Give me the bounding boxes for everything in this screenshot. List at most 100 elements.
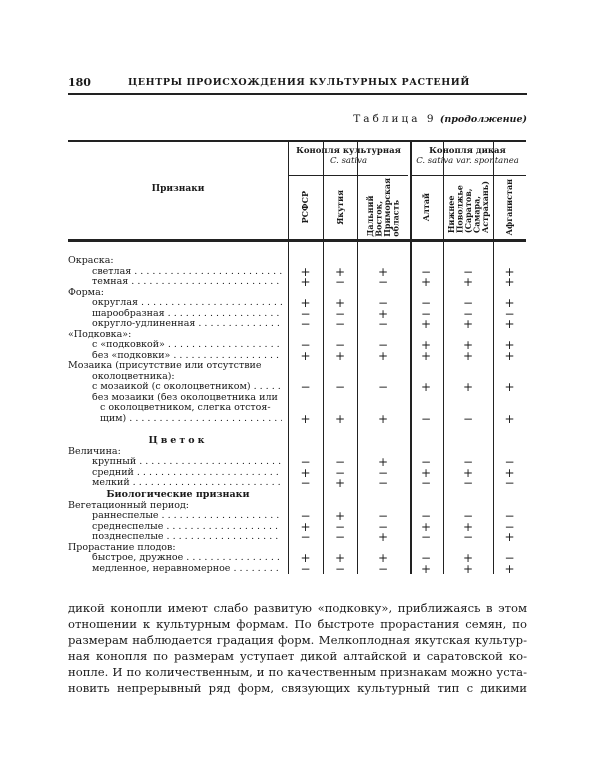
section-heading: Цветок: [148, 434, 208, 446]
table-cell: −: [334, 561, 346, 576]
column-divider: [288, 140, 289, 574]
table-cell: −: [300, 338, 311, 352]
table-cell: +: [420, 465, 432, 480]
table-row: темная + − − + + +: [68, 275, 526, 289]
row-label: с мозаикой (с околоцветником): [68, 382, 282, 393]
column-header: Афганистан: [493, 177, 526, 237]
table-cell: +: [504, 380, 515, 394]
table-title: Таблица 9: [353, 113, 437, 125]
section-heading: Биологические признаки: [106, 488, 250, 500]
column-header: РСФСР: [288, 177, 323, 237]
table-cell: +: [504, 264, 515, 279]
table-cell: +: [334, 264, 346, 279]
table-cell: −: [462, 530, 474, 544]
table-cell: +: [300, 296, 311, 310]
table-row: округлая + + − − − +: [68, 296, 526, 310]
table-cell: −: [377, 317, 389, 331]
table-cell: +: [462, 275, 474, 289]
group-rule: [288, 175, 408, 176]
table-cell: +: [420, 317, 432, 331]
table-row: шарообразная − − + − − −: [68, 306, 526, 321]
row-label: раннеспелые: [68, 511, 282, 522]
row-label: без «подковки»: [68, 351, 282, 362]
table-cell: −: [377, 465, 389, 480]
table-cell: −: [420, 455, 432, 469]
table-cell: +: [420, 348, 432, 363]
paragraph-line: нопле. И по количественным, и по качеств…: [68, 665, 527, 679]
table-cell: −: [462, 455, 474, 469]
table-cell: +: [300, 411, 311, 426]
row-label: с «подковкой»: [68, 340, 282, 351]
table-row: без мозаики (без околоцветника или: [68, 393, 526, 404]
table-cell: −: [377, 338, 389, 352]
group-rule: [411, 175, 526, 176]
table-cell: −: [420, 476, 432, 490]
column-header: Алтай: [409, 177, 443, 237]
table-cell: −: [420, 509, 432, 523]
table-cell: +: [300, 465, 311, 480]
table-cell: −: [462, 306, 474, 321]
table-body: Окраска:светлая+++−−+темная+−−+++Форма:о…: [68, 256, 526, 574]
column-header-label: Нижнее Поволжье (Саратов, Самара, Астрах…: [445, 180, 490, 234]
table-cell: −: [462, 296, 474, 310]
table-cell: +: [334, 551, 346, 565]
table-row: раннеспелые − + − − − −: [68, 509, 526, 523]
column-divider: [443, 140, 444, 574]
row-label: крупный: [68, 457, 282, 468]
paragraph-line: отношении к культурным формам. По быстро…: [68, 617, 527, 631]
table-cell: −: [377, 519, 389, 534]
table-row: крупный − − + − − −: [68, 455, 526, 469]
table-cell: −: [377, 296, 389, 310]
column-divider: [410, 140, 412, 574]
table-cell: −: [300, 561, 311, 576]
row-label: быстрое, дружное: [68, 553, 282, 564]
table-caption: Таблица 9 (продолжение): [353, 113, 527, 125]
table-row: с «подковкой» − − − + + +: [68, 338, 526, 352]
table-row: быстрое, дружное + + + − + −: [68, 551, 526, 565]
paragraph-line: дикой конопли имеют слабо развитую «подк…: [68, 601, 527, 615]
table-cell: +: [504, 465, 515, 480]
table-row: с околоцветником, слегка отстоя-: [68, 403, 526, 414]
table-cell: −: [300, 509, 311, 523]
table-cell: +: [377, 348, 389, 363]
table-cell: −: [462, 411, 474, 426]
table-cell: +: [420, 519, 432, 534]
row-label: округлая: [68, 298, 282, 309]
table-cell: +: [504, 317, 515, 331]
table-row: медленное, неравномерное − − − + + +: [68, 561, 526, 576]
table-cell: +: [334, 476, 346, 490]
table-cell: −: [334, 306, 346, 321]
page-number: 180: [68, 76, 91, 89]
column-header: Якутия: [323, 177, 357, 237]
table-cell: −: [462, 476, 474, 490]
row-label: темная: [68, 277, 282, 288]
table-cell: −: [377, 380, 389, 394]
body-paragraph: дикой конопли имеют слабо развитую «подк…: [68, 600, 527, 696]
row-label: околоцветника):: [92, 371, 175, 382]
table-cell: +: [334, 296, 346, 310]
table-cell: −: [300, 476, 311, 490]
row-label: Величина:: [68, 446, 121, 457]
table-cell: −: [420, 411, 432, 426]
feature-column-header: Признаки: [151, 184, 205, 194]
table-cell: −: [420, 296, 432, 310]
column-header-label: Дальний Восток, Приморская область: [365, 177, 401, 237]
row-label: светлая: [68, 267, 282, 278]
table-cell: +: [504, 275, 515, 289]
column-header-label: Афганистан: [504, 178, 515, 236]
paragraph-line: размерам наблюдается градация форм. Мелк…: [68, 633, 527, 647]
table-row: Мозаика (присутствие или отсутствие: [68, 361, 526, 372]
table-cell: +: [300, 348, 311, 363]
table-row: округло-удлиненная − − − + + +: [68, 317, 526, 331]
table-cell: +: [504, 561, 515, 576]
table-cell: +: [462, 348, 474, 363]
table-cell: −: [504, 306, 515, 321]
table-row: [68, 424, 526, 435]
table-cell: −: [420, 264, 432, 279]
table-cell: −: [504, 519, 515, 534]
table-cell: +: [300, 551, 311, 565]
column-header: Дальний Восток, Приморская область: [357, 177, 409, 237]
table-row: Величина:: [68, 447, 526, 458]
row-label: шарообразная: [68, 309, 282, 320]
table-cell: +: [462, 317, 474, 331]
